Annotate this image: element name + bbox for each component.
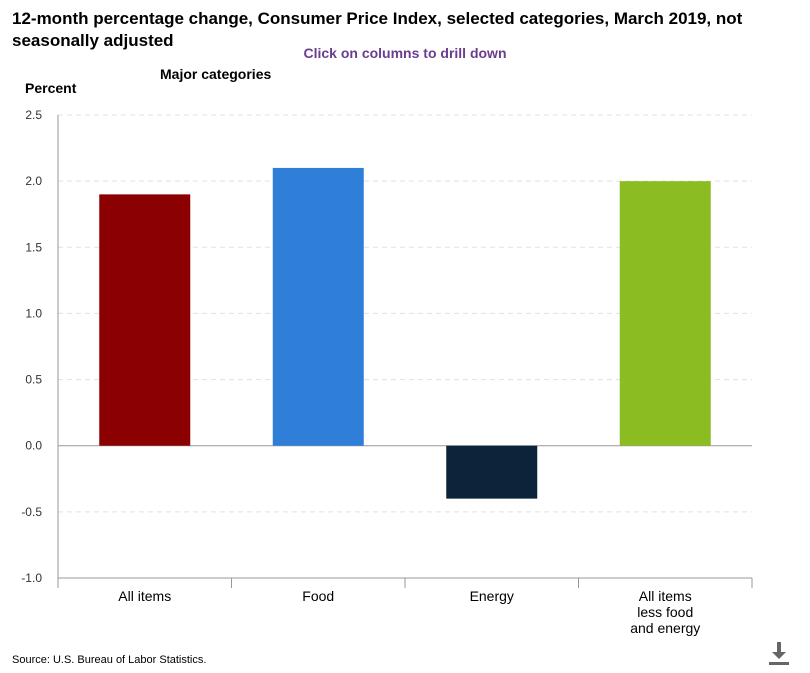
source-note: Source: U.S. Bureau of Labor Statistics. [12, 654, 207, 666]
x-tick-label: All items [118, 588, 171, 604]
x-tick-label: All items [639, 588, 692, 604]
x-tick-label: Food [302, 588, 334, 604]
x-tick-label: and energy [630, 620, 700, 636]
y-tick-label: -0.5 [21, 505, 42, 519]
y-tick-label: 2.0 [25, 174, 42, 188]
drill-down-hint[interactable]: Click on columns to drill down [303, 45, 507, 61]
y-tick-label: 2.5 [25, 108, 42, 122]
y-tick-label: 0.5 [25, 373, 42, 387]
chart-title: 12-month percentage change, Consumer Pri… [12, 9, 743, 50]
download-icon[interactable] [765, 640, 795, 668]
bar-all-items-less-food-and-energy[interactable] [619, 181, 711, 446]
bar-chart: 2.5 2.0 1.5 1.0 0.5 0.0 -0.5 -1.0 All items Food E… [21, 108, 753, 636]
bar-energy[interactable] [446, 445, 538, 499]
y-tick-label: -1.0 [21, 571, 42, 585]
y-tick-label: 1.5 [25, 240, 42, 254]
x-tick-label: Energy [470, 588, 514, 604]
y-axis-label: Percent [25, 80, 77, 96]
bar-food[interactable] [272, 167, 364, 446]
bar-all-items[interactable] [99, 194, 191, 446]
x-tick-label: less food [637, 604, 693, 620]
y-tick-label: 1.0 [25, 306, 42, 320]
section-label: Major categories [160, 66, 272, 82]
y-tick-label: 0.0 [25, 439, 42, 453]
